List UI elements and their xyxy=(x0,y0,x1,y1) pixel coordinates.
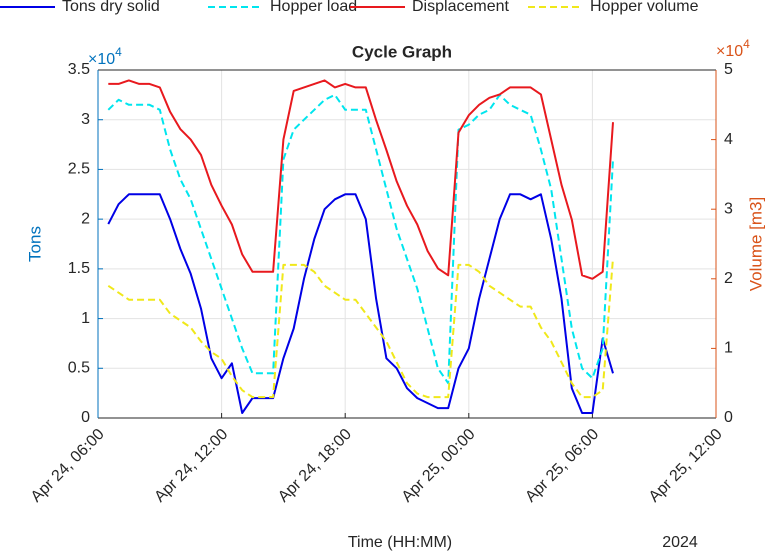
x-tick-label: Apr 24, 12:00 xyxy=(151,426,231,506)
x-tick-label: Apr 24, 06:00 xyxy=(28,426,108,506)
multiplier-exponent: 4 xyxy=(743,37,750,51)
y-tick-label: 0.5 xyxy=(68,360,90,377)
chart-title: Cycle Graph xyxy=(352,42,452,61)
y2-tick-label: 3 xyxy=(724,200,733,217)
y-tick-label: 2 xyxy=(81,210,90,227)
multiplier-base: ×10 xyxy=(716,43,743,60)
legend-label: Displacement xyxy=(412,0,509,15)
legend-label: Hopper volume xyxy=(590,0,699,15)
y-multiplier: ×104 xyxy=(88,45,122,68)
y-tick-label: 3 xyxy=(81,111,90,128)
y2-multiplier: ×104 xyxy=(716,37,750,60)
y2-tick-label: 5 xyxy=(724,61,733,78)
x-tick-label: Apr 25, 12:00 xyxy=(646,426,726,506)
series-line xyxy=(107,193,614,414)
x-tick-label: Apr 25, 06:00 xyxy=(522,426,602,506)
x-year-label: 2024 xyxy=(662,534,698,551)
x-tick-label: Apr 24, 18:00 xyxy=(275,426,355,506)
y2-tick-label: 2 xyxy=(724,270,733,287)
series-line xyxy=(107,257,614,399)
multiplier-exponent: 4 xyxy=(115,45,122,59)
x-tick-label: Apr 25, 00:00 xyxy=(399,426,479,506)
y2-tick-label: 0 xyxy=(724,409,733,426)
y2-axis-label: Volume [m3] xyxy=(746,197,765,292)
x-axis-label: Time (HH:MM) xyxy=(348,534,452,551)
legend-label: Tons dry solid xyxy=(62,0,160,15)
y-tick-label: 0 xyxy=(81,409,90,426)
series-line xyxy=(107,93,614,385)
y2-tick-label: 4 xyxy=(724,131,733,148)
y-tick-label: 2.5 xyxy=(68,161,90,178)
y2-tick-label: 1 xyxy=(724,340,733,357)
series-line xyxy=(108,79,614,280)
y-tick-label: 1 xyxy=(81,310,90,327)
y-axis-label: Tons xyxy=(25,226,44,262)
multiplier-base: ×10 xyxy=(88,51,115,68)
legend-label: Hopper load xyxy=(270,0,357,15)
y-tick-label: 1.5 xyxy=(68,260,90,277)
y-tick-label: 3.5 xyxy=(68,61,90,78)
